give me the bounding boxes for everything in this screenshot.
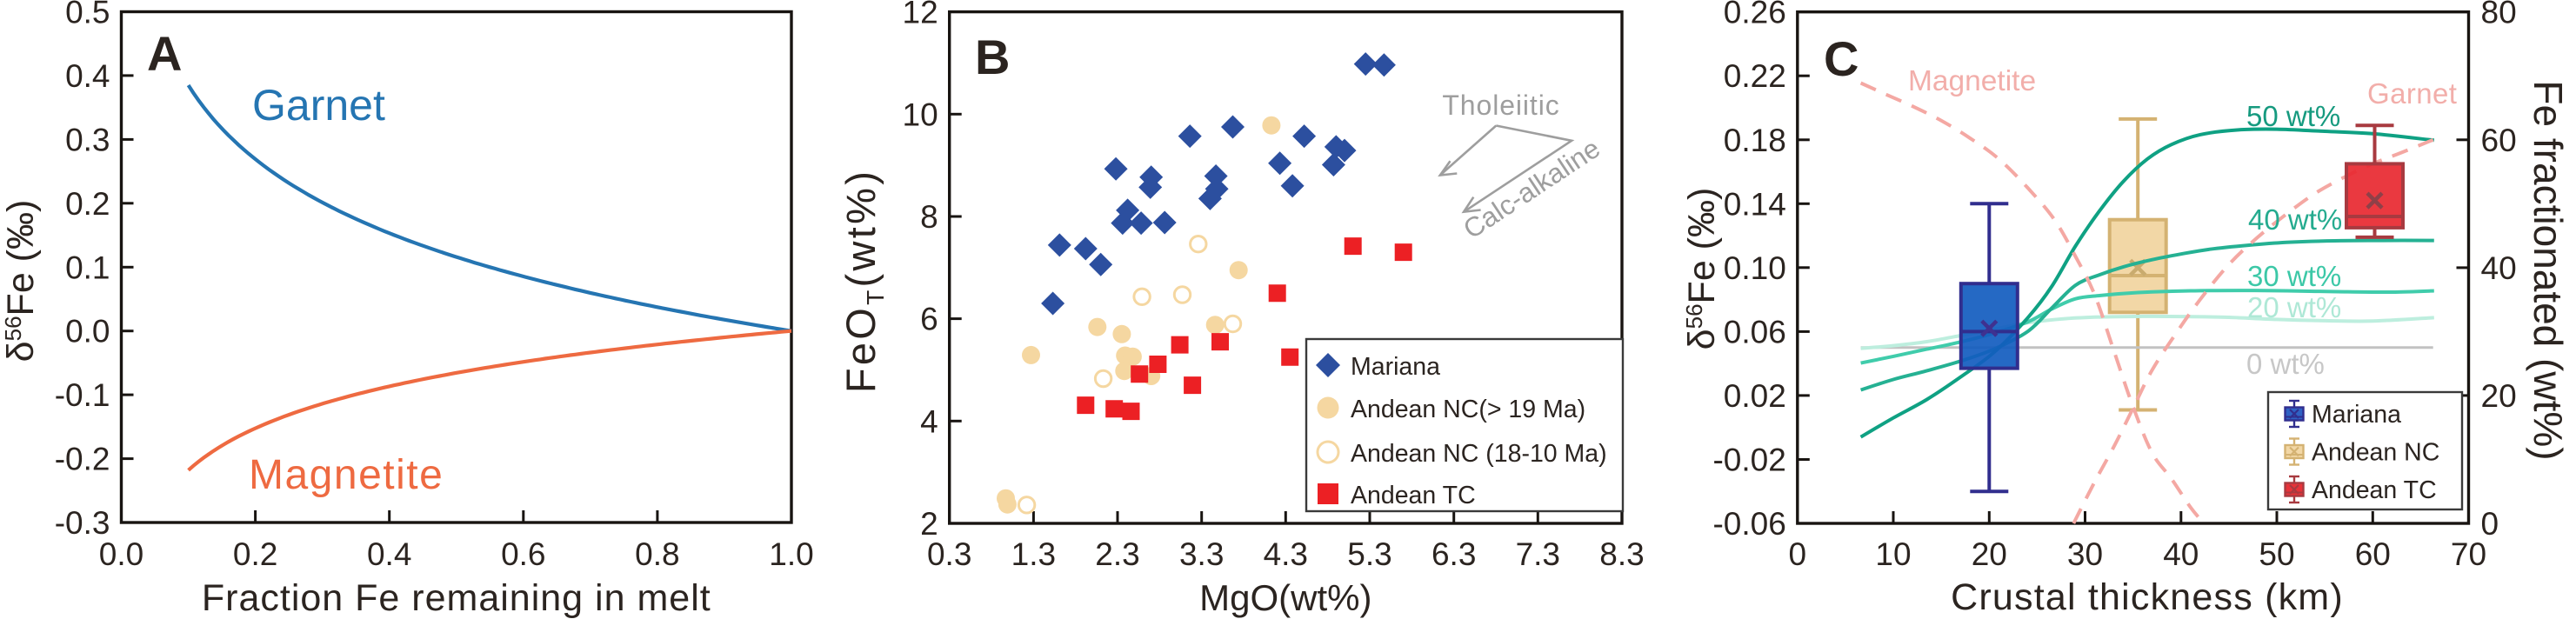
svg-text:0.4: 0.4	[367, 536, 411, 572]
svg-text:60: 60	[2481, 123, 2517, 158]
svg-text:Mariana: Mariana	[1351, 353, 1440, 381]
svg-text:C: C	[1824, 31, 1859, 86]
svg-text:0: 0	[2481, 506, 2499, 542]
svg-text:Garnet: Garnet	[252, 81, 385, 130]
svg-text:Calc-alkaline: Calc-alkaline	[1458, 132, 1605, 245]
svg-text:Fraction Fe remaining in melt: Fraction Fe remaining in melt	[202, 577, 711, 619]
svg-text:5.3: 5.3	[1347, 536, 1391, 572]
svg-text:-0.3: -0.3	[55, 505, 110, 541]
svg-text:20: 20	[1972, 536, 2007, 572]
svg-text:7.3: 7.3	[1516, 536, 1560, 572]
svg-text:Andean TC: Andean TC	[2312, 476, 2437, 504]
svg-text:Magnetite: Magnetite	[249, 452, 444, 498]
svg-text:-0.2: -0.2	[55, 442, 110, 477]
svg-text:0.4: 0.4	[65, 58, 110, 94]
svg-text:0.2: 0.2	[233, 536, 277, 572]
svg-text:0.0: 0.0	[99, 536, 143, 572]
svg-text:Andean NC(> 19 Ma): Andean NC(> 19 Ma)	[1351, 396, 1585, 423]
svg-text:70: 70	[2451, 536, 2486, 572]
svg-text:0: 0	[1789, 536, 1807, 572]
svg-text:30: 30	[2067, 536, 2103, 572]
svg-text:0.02: 0.02	[1724, 378, 1786, 414]
svg-text:0.0: 0.0	[65, 314, 110, 349]
svg-text:0.1: 0.1	[65, 250, 110, 285]
svg-text:10: 10	[903, 97, 938, 132]
svg-text:50 wt%: 50 wt%	[2246, 100, 2340, 132]
svg-text:3.3: 3.3	[1179, 536, 1224, 572]
svg-text:Mariana: Mariana	[2312, 401, 2401, 429]
svg-text:Garnet: Garnet	[2367, 77, 2457, 110]
svg-text:Fe fractionated (wt%): Fe fractionated (wt%)	[2526, 80, 2571, 460]
svg-text:40: 40	[2163, 536, 2199, 572]
svg-text:Andean NC (18-10 Ma): Andean NC (18-10 Ma)	[1351, 440, 1607, 468]
svg-text:20: 20	[2481, 378, 2517, 414]
svg-text:6: 6	[920, 302, 938, 337]
svg-text:δ56Fe (‰): δ56Fe (‰)	[0, 200, 42, 363]
svg-text:0.22: 0.22	[1724, 58, 1786, 94]
svg-text:-0.06: -0.06	[1712, 506, 1785, 542]
svg-text:Andean TC: Andean TC	[1351, 482, 1476, 509]
svg-text:40 wt%: 40 wt%	[2248, 203, 2342, 236]
svg-text:0.06: 0.06	[1724, 314, 1786, 349]
svg-text:8.3: 8.3	[1599, 536, 1644, 572]
svg-text:FeOT(wt%): FeOT(wt%)	[838, 169, 889, 393]
svg-text:0.14: 0.14	[1724, 186, 1786, 222]
svg-text:4: 4	[920, 403, 938, 439]
svg-text:0.18: 0.18	[1724, 123, 1786, 158]
svg-text:δ56Fe (‰): δ56Fe (‰)	[1681, 188, 1723, 350]
svg-text:0.3: 0.3	[927, 536, 971, 572]
svg-text:4.3: 4.3	[1264, 536, 1308, 572]
svg-text:-0.1: -0.1	[55, 377, 110, 413]
svg-text:Magnetite: Magnetite	[1908, 65, 2036, 97]
svg-text:60: 60	[2355, 536, 2391, 572]
svg-text:Crustal thickness (km): Crustal thickness (km)	[1951, 576, 2344, 618]
svg-text:50: 50	[2259, 536, 2294, 572]
svg-text:12: 12	[903, 0, 938, 30]
svg-text:10: 10	[1875, 536, 1911, 572]
svg-text:1.3: 1.3	[1011, 536, 1056, 572]
svg-text:-0.02: -0.02	[1712, 443, 1785, 478]
svg-text:20 wt%: 20 wt%	[2247, 291, 2341, 323]
svg-text:Tholeiitic: Tholeiitic	[1442, 90, 1559, 121]
svg-text:0.26: 0.26	[1724, 0, 1786, 30]
svg-text:30 wt%: 30 wt%	[2247, 260, 2341, 292]
svg-text:0.6: 0.6	[501, 536, 545, 572]
svg-text:A: A	[147, 26, 182, 81]
svg-text:8: 8	[920, 199, 938, 235]
svg-text:0 wt%: 0 wt%	[2246, 348, 2325, 380]
svg-text:MgO(wt%): MgO(wt%)	[1199, 577, 1371, 618]
svg-text:80: 80	[2481, 0, 2517, 30]
svg-text:Andean NC: Andean NC	[2312, 439, 2439, 467]
svg-text:0.8: 0.8	[635, 536, 679, 572]
svg-text:2: 2	[920, 506, 938, 542]
svg-text:6.3: 6.3	[1431, 536, 1476, 572]
svg-text:0.2: 0.2	[65, 186, 110, 222]
svg-text:40: 40	[2481, 250, 2517, 286]
svg-text:0.10: 0.10	[1724, 250, 1786, 286]
svg-text:1.0: 1.0	[769, 536, 813, 572]
svg-text:2.3: 2.3	[1095, 536, 1139, 572]
svg-text:B: B	[975, 30, 1010, 84]
svg-text:0.3: 0.3	[65, 122, 110, 157]
svg-text:0.5: 0.5	[65, 0, 110, 30]
